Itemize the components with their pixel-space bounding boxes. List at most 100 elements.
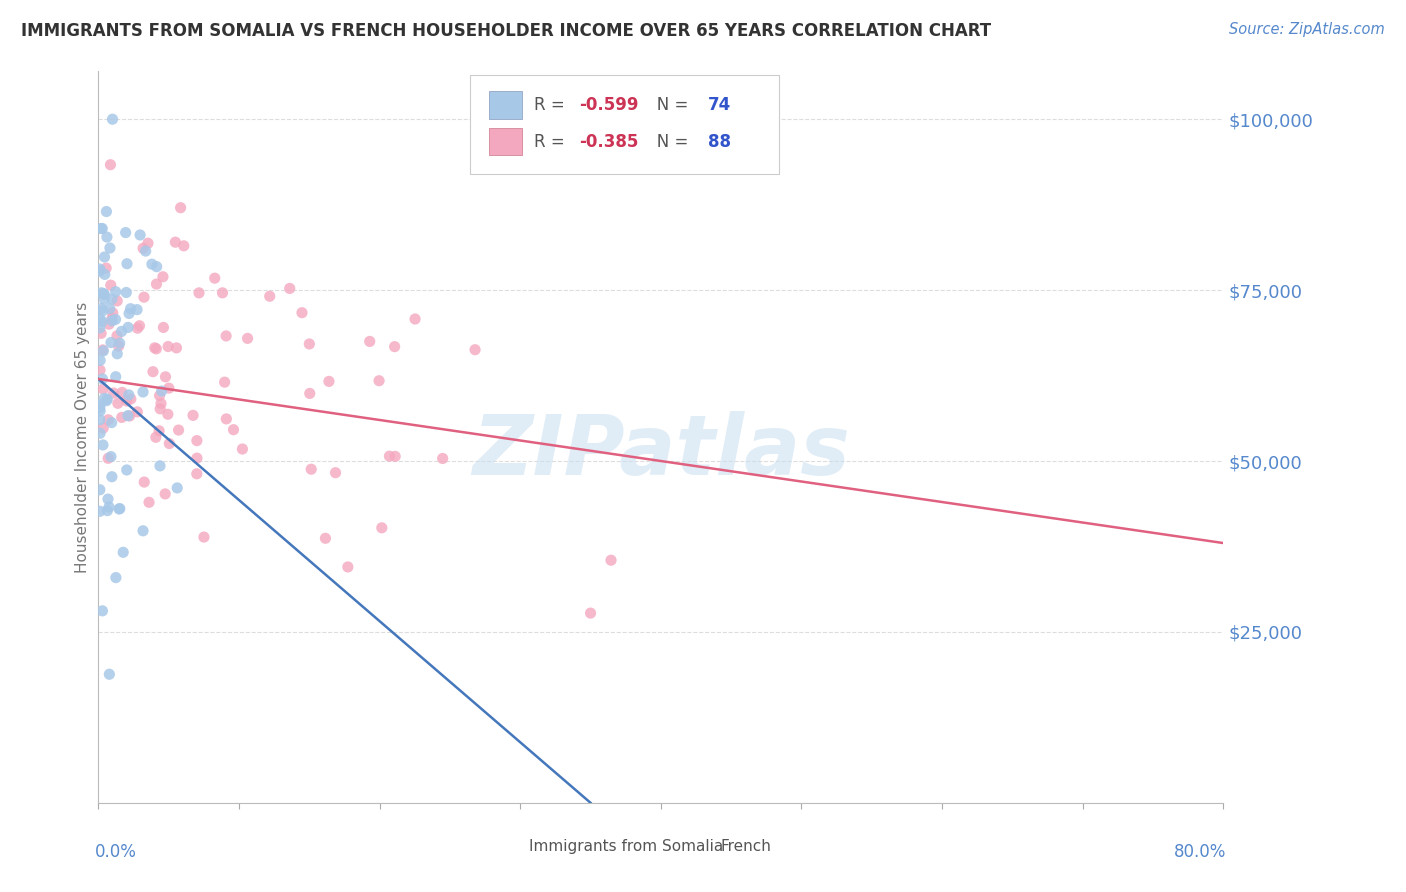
- Point: [127, 405, 149, 419]
- Point: [89, 413, 111, 427]
- Point: [120, 301, 142, 316]
- Point: [579, 606, 602, 620]
- Point: [404, 312, 426, 326]
- Point: [96, 392, 118, 406]
- Point: [291, 306, 314, 320]
- Point: [96, 393, 118, 408]
- Point: [149, 401, 172, 416]
- Point: [105, 347, 128, 361]
- Point: [368, 374, 391, 388]
- Point: [143, 341, 166, 355]
- Point: [136, 236, 159, 251]
- Point: [298, 337, 321, 351]
- FancyBboxPatch shape: [689, 838, 714, 856]
- Point: [103, 386, 125, 401]
- Point: [101, 306, 124, 320]
- Point: [384, 340, 406, 354]
- Point: [107, 396, 129, 410]
- Point: [314, 531, 336, 545]
- Point: [89, 321, 111, 335]
- Point: [96, 261, 118, 276]
- Point: [142, 365, 165, 379]
- Point: [90, 326, 112, 341]
- Point: [359, 334, 381, 349]
- Point: [91, 421, 114, 435]
- Point: [91, 343, 114, 357]
- Point: [91, 315, 114, 329]
- Point: [214, 375, 236, 389]
- Point: [231, 442, 253, 456]
- Point: [118, 409, 141, 423]
- Point: [90, 221, 112, 235]
- Point: [89, 404, 111, 418]
- Point: [93, 250, 115, 264]
- Point: [89, 483, 111, 497]
- Point: [112, 545, 135, 559]
- Point: [169, 201, 191, 215]
- Point: [155, 369, 177, 384]
- Point: [145, 430, 167, 444]
- Point: [278, 281, 301, 295]
- Point: [91, 343, 114, 358]
- Point: [115, 394, 138, 409]
- Point: [464, 343, 486, 357]
- Point: [91, 382, 114, 396]
- Point: [93, 392, 115, 406]
- Point: [98, 667, 121, 681]
- Point: [148, 388, 170, 402]
- Point: [89, 426, 111, 441]
- Point: [96, 230, 118, 244]
- Text: ZIPatlas: ZIPatlas: [472, 411, 849, 492]
- Point: [101, 469, 124, 483]
- Point: [114, 226, 136, 240]
- Point: [89, 401, 111, 415]
- Point: [118, 306, 141, 320]
- Point: [215, 412, 238, 426]
- Point: [318, 375, 340, 389]
- Point: [118, 388, 141, 402]
- Point: [141, 257, 163, 271]
- Point: [186, 467, 208, 481]
- Point: [135, 244, 157, 258]
- Point: [432, 451, 454, 466]
- Point: [93, 287, 115, 301]
- Point: [222, 423, 245, 437]
- Text: 74: 74: [709, 96, 731, 114]
- Point: [91, 372, 114, 386]
- Point: [100, 416, 122, 430]
- Point: [93, 268, 115, 282]
- Point: [153, 487, 176, 501]
- Point: [132, 241, 155, 255]
- Point: [90, 301, 112, 316]
- Point: [90, 285, 112, 300]
- Point: [117, 320, 139, 334]
- Point: [115, 463, 138, 477]
- Point: [236, 331, 259, 345]
- Point: [325, 466, 347, 480]
- Point: [125, 302, 148, 317]
- Point: [115, 257, 138, 271]
- Point: [193, 530, 215, 544]
- Point: [101, 292, 124, 306]
- Point: [89, 353, 111, 368]
- Point: [259, 289, 281, 303]
- Point: [215, 329, 238, 343]
- Point: [100, 278, 122, 293]
- Text: N =: N =: [641, 96, 693, 114]
- Point: [101, 314, 124, 328]
- Point: [378, 449, 401, 463]
- Point: [166, 481, 188, 495]
- Text: N =: N =: [641, 133, 693, 151]
- Point: [336, 560, 359, 574]
- Point: [91, 604, 114, 618]
- Text: R =: R =: [534, 133, 569, 151]
- Point: [97, 492, 120, 507]
- Point: [104, 571, 127, 585]
- Text: Immigrants from Somalia: Immigrants from Somalia: [529, 839, 724, 855]
- Point: [186, 434, 208, 448]
- Point: [128, 318, 150, 333]
- Point: [111, 385, 134, 400]
- FancyBboxPatch shape: [489, 128, 523, 155]
- Point: [157, 339, 180, 353]
- Point: [134, 475, 156, 489]
